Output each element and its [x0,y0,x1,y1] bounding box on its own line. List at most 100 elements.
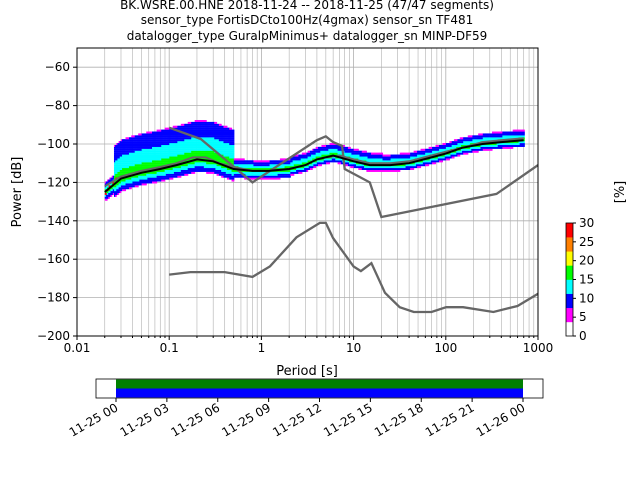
heatmap-cell [199,121,201,124]
heatmap-cell [217,123,220,126]
heatmap-cell [215,139,218,142]
heatmap-cell [366,169,369,172]
heatmap-cell [350,152,352,155]
heatmap-cell [221,148,223,151]
heatmap-cell [187,139,190,142]
heatmap-cell [243,162,245,165]
heatmap-cell [426,152,429,155]
heatmap-cell [328,152,331,155]
heatmap-cell [330,158,333,161]
heatmap-cell [155,158,158,161]
heatmap-cell [130,181,132,184]
heatmap-cell [252,177,254,180]
heatmap-cell [206,169,208,172]
heatmap-cell [252,160,254,163]
heatmap-cell [200,154,203,157]
heatmap-cell [195,144,198,147]
heatmap-cell [206,152,208,155]
heatmap-cell [134,144,137,147]
heatmap-cell [267,168,269,170]
heatmap-cell [471,150,473,153]
heatmap-cell [403,168,405,170]
heatmap-cell [196,144,199,147]
heatmap-cell [380,160,382,163]
heatmap-cell [122,166,124,169]
heatmap-cell [105,194,108,197]
heatmap-cell [231,169,234,172]
heatmap-cell [337,158,340,161]
heatmap-cell [284,164,287,167]
heatmap-cell [270,164,273,167]
heatmap-cell [379,158,381,161]
heatmap-cell [143,150,146,153]
heatmap-cell [312,166,314,169]
heatmap-cell [168,135,170,138]
heatmap-cell [175,169,177,172]
heatmap-cell [302,154,305,157]
heatmap-cell [209,121,212,124]
heatmap-cell [190,152,192,155]
heatmap-cell [349,148,351,151]
heatmap-cell [180,164,183,167]
heatmap-cell [300,168,303,170]
heatmap-cell [199,144,201,147]
heatmap-cell [283,162,286,165]
heatmap-cell [376,156,379,159]
heatmap-cell [173,156,176,159]
heatmap-cell [124,166,127,169]
heatmap-cell [109,179,112,182]
heatmap-cell [199,150,201,153]
heatmap-cell [440,144,442,147]
heatmap-cell [403,152,405,155]
heatmap-cell [187,148,190,151]
heatmap-cell [383,156,386,159]
heatmap-cell [337,152,340,155]
heatmap-cell [208,166,211,169]
heatmap-cell [153,137,155,140]
heatmap-cell [314,164,317,167]
heatmap-cell [209,133,212,136]
heatmap-cell [202,131,205,134]
heatmap-cell [360,166,363,169]
heatmap-cell [176,154,178,157]
heatmap-cell [463,139,465,142]
heatmap-cell [466,152,469,155]
heatmap-cell [138,150,140,153]
heatmap-cell [418,164,420,167]
heatmap-cell [449,143,452,146]
heatmap-cell [155,164,158,167]
heatmap-cell [209,135,212,138]
heatmap-cell [125,154,128,157]
heatmap-cell [244,162,246,165]
heatmap-cell [230,144,233,147]
heatmap-cell [249,171,252,174]
heatmap-cell [422,164,425,167]
heatmap-cell [474,139,477,142]
heatmap-cell [412,152,415,155]
heatmap-cell [188,125,191,128]
heatmap-cell [376,160,379,163]
heatmap-cell [221,175,223,178]
heatmap-cell [321,144,324,147]
heatmap-cell [328,146,331,149]
heatmap-cell [196,121,199,124]
heatmap-cell [186,125,189,128]
heatmap-cell [202,144,205,147]
heatmap-cell [218,133,221,136]
heatmap-cell [207,141,210,144]
heatmap-cell [355,156,358,159]
heatmap-cell [153,148,155,151]
heatmap-cell [311,150,313,153]
heatmap-cell [209,143,212,146]
heatmap-cell [426,150,429,153]
heatmap-cell [116,189,118,192]
heatmap-cell [292,173,295,176]
heatmap-cell [368,168,371,170]
heatmap-cell [119,158,122,161]
heatmap-cell [193,166,196,169]
heatmap-cell [245,166,248,169]
heatmap-cell [254,162,257,165]
heatmap-cell [324,150,327,153]
heatmap-cell [277,177,280,180]
heatmap-cell [467,148,470,151]
